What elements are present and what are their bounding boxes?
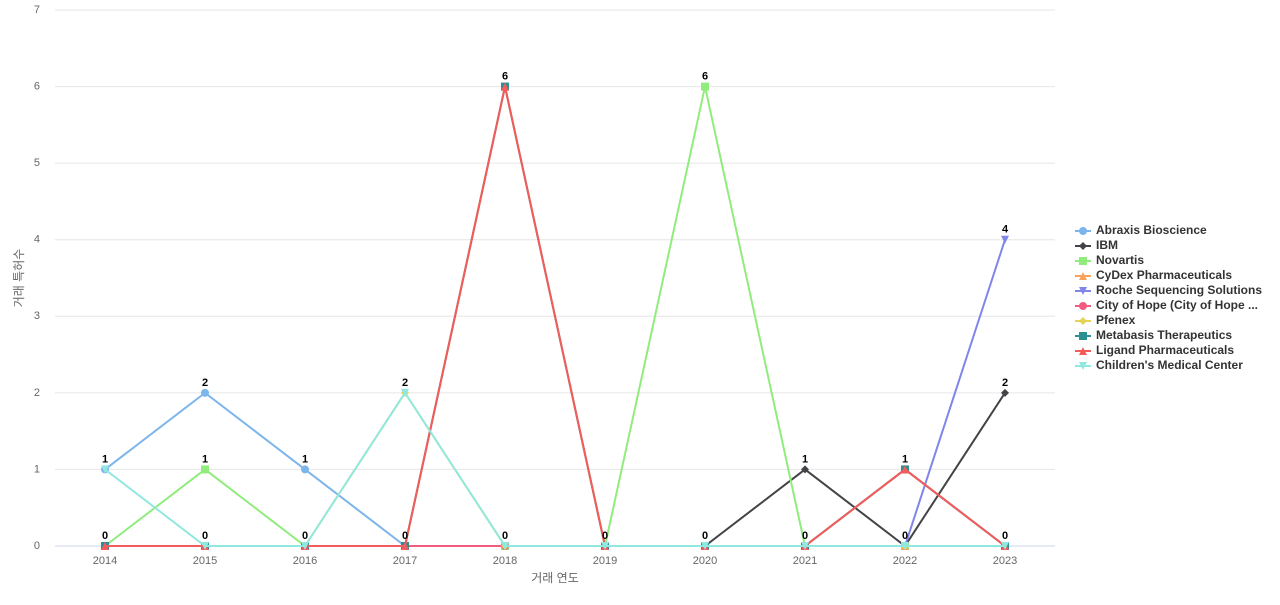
legend-label: Children's Medical Center <box>1096 358 1243 372</box>
data-label: 1 <box>802 453 808 465</box>
point <box>401 388 409 397</box>
legend-symbol <box>1079 332 1087 340</box>
legend-item: IBM <box>1075 238 1118 252</box>
point <box>201 388 209 397</box>
data-label: 2 <box>402 377 408 389</box>
series <box>101 465 1009 550</box>
data-label: 1 <box>102 453 108 465</box>
data-label: 0 <box>502 530 508 542</box>
legend-item: City of Hope (City of Hope ... <box>1075 298 1258 312</box>
legend-item: Roche Sequencing Solutions <box>1075 283 1262 297</box>
point <box>201 465 209 474</box>
legend-label: Roche Sequencing Solutions <box>1096 283 1262 297</box>
legend-symbol <box>1079 302 1087 310</box>
legend-symbol <box>1079 362 1087 370</box>
y-tick-label: 2 <box>34 387 40 399</box>
legend-label: IBM <box>1096 238 1118 252</box>
y-tick-label: 6 <box>34 80 40 92</box>
x-tick-label: 2023 <box>993 555 1017 567</box>
x-tick-label: 2018 <box>493 555 517 567</box>
y-tick-label: 4 <box>34 234 40 246</box>
data-label: 0 <box>202 530 208 542</box>
point <box>101 465 109 474</box>
x-tick-label: 2022 <box>893 555 917 567</box>
point <box>501 82 509 91</box>
legend-symbol <box>1079 227 1087 235</box>
point <box>101 542 109 550</box>
x-tick-label: 2017 <box>393 555 417 567</box>
y-tick-label: 7 <box>34 4 40 16</box>
data-label: 1 <box>302 453 308 465</box>
x-tick-label: 2019 <box>593 555 617 567</box>
legend-item: Abraxis Bioscience <box>1075 223 1207 237</box>
legend-item: Pfenex <box>1075 313 1136 327</box>
point <box>801 542 809 550</box>
data-label: 0 <box>602 530 608 542</box>
point <box>801 465 809 474</box>
data-label: 2 <box>202 377 208 389</box>
legend-item: Metabasis Therapeutics <box>1075 328 1232 342</box>
point <box>901 542 909 550</box>
point <box>501 542 509 550</box>
y-tick-label: 1 <box>34 463 40 475</box>
point <box>301 465 309 474</box>
legend-symbol <box>1079 287 1087 295</box>
data-label: 0 <box>402 530 408 542</box>
data-label: 0 <box>702 530 708 542</box>
series-line <box>105 468 1006 547</box>
data-label: 4 <box>1002 224 1009 236</box>
series <box>101 388 1009 550</box>
legend-item: Ligand Pharmaceuticals <box>1075 343 1234 357</box>
legend-item: Novartis <box>1075 253 1144 267</box>
legend-label: Novartis <box>1096 253 1144 267</box>
point <box>701 82 709 91</box>
series-line <box>104 391 1005 547</box>
point <box>1001 388 1009 397</box>
data-label: 2 <box>1002 377 1008 389</box>
data-label: 0 <box>902 530 908 542</box>
point <box>401 542 409 550</box>
legend-label: Abraxis Bioscience <box>1096 223 1207 237</box>
point <box>1001 542 1009 550</box>
point <box>601 542 609 550</box>
legend-symbol <box>1079 272 1087 280</box>
legend-label: Metabasis Therapeutics <box>1096 328 1232 342</box>
legend-symbol <box>1079 347 1087 355</box>
data-label: 0 <box>102 530 108 542</box>
point <box>701 542 709 550</box>
data-label: 0 <box>302 530 308 542</box>
point <box>201 542 209 550</box>
x-axis-title: 거래 연도 <box>531 571 579 585</box>
x-tick-label: 2016 <box>293 555 317 567</box>
legend-item: Children's Medical Center <box>1075 358 1243 372</box>
point <box>301 542 309 550</box>
legend-label: Pfenex <box>1096 313 1136 327</box>
legend-symbol <box>1079 257 1087 265</box>
data-label: 0 <box>1002 530 1008 542</box>
y-axis-title: 거래 특허수 <box>12 249 26 308</box>
legend-symbol <box>1079 317 1087 325</box>
data-label: 6 <box>702 70 708 82</box>
legend-label: Ligand Pharmaceuticals <box>1096 343 1234 357</box>
x-tick-label: 2020 <box>693 555 717 567</box>
x-tick-label: 2021 <box>793 555 817 567</box>
legend-item: CyDex Pharmaceuticals <box>1075 268 1232 282</box>
point <box>901 465 909 474</box>
data-label: 6 <box>502 70 508 82</box>
data-label: 0 <box>802 530 808 542</box>
y-tick-label: 5 <box>34 157 40 169</box>
y-tick-label: 0 <box>34 540 40 552</box>
point <box>1001 235 1009 244</box>
x-tick-label: 2015 <box>193 555 217 567</box>
data-label: 1 <box>902 453 908 465</box>
data-label: 1 <box>202 453 208 465</box>
y-tick-label: 3 <box>34 310 40 322</box>
legend-symbol <box>1079 242 1087 250</box>
legend-label: City of Hope (City of Hope ... <box>1096 298 1258 312</box>
legend-label: CyDex Pharmaceuticals <box>1096 268 1232 282</box>
x-tick-label: 2014 <box>93 555 117 567</box>
